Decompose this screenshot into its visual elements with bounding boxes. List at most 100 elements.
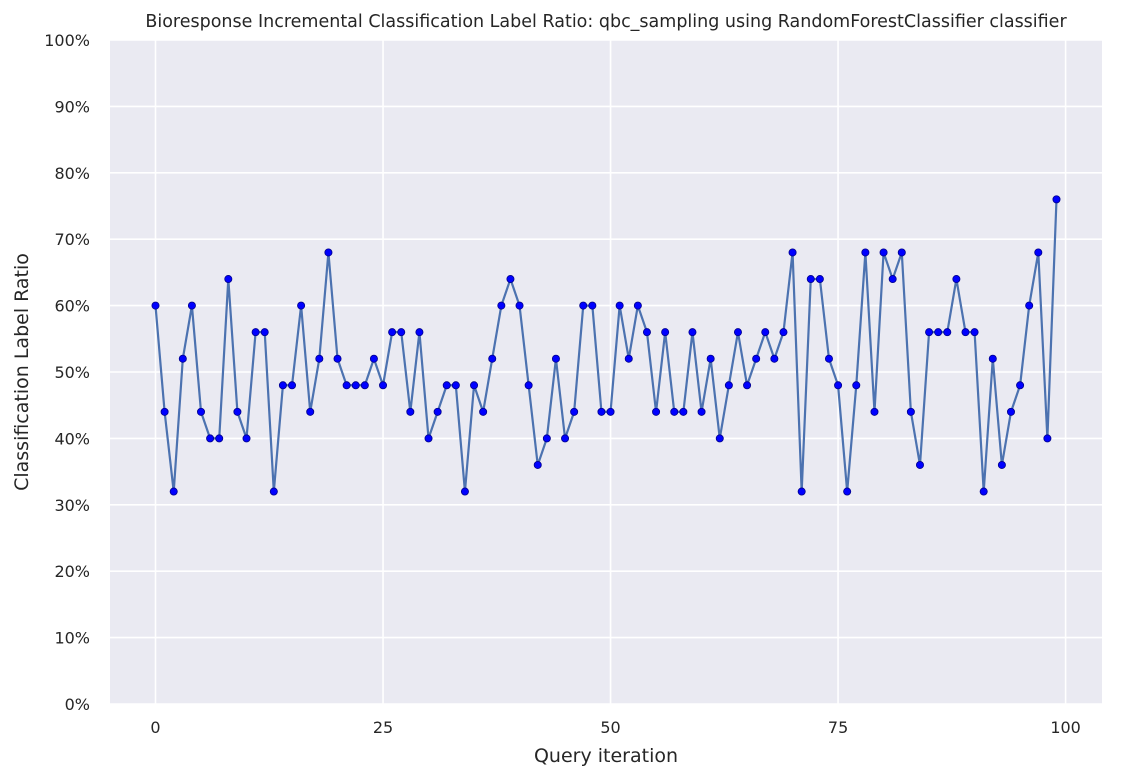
- y-tick-label: 50%: [54, 363, 90, 382]
- data-point: [533, 460, 542, 469]
- data-point: [688, 328, 697, 337]
- data-point: [288, 381, 297, 390]
- data-point: [761, 328, 770, 337]
- x-axis-label: Query iteration: [534, 745, 678, 767]
- data-point: [460, 487, 469, 496]
- data-point: [788, 248, 797, 257]
- data-point: [642, 328, 651, 337]
- data-point: [743, 381, 752, 390]
- data-point: [333, 354, 342, 363]
- data-point: [342, 381, 351, 390]
- x-tick-label: 100: [1050, 718, 1081, 737]
- data-point: [570, 407, 579, 416]
- data-point: [906, 407, 915, 416]
- data-point: [579, 301, 588, 310]
- y-tick-label: 90%: [54, 97, 90, 116]
- data-point: [779, 328, 788, 337]
- series-line: [154, 199, 1058, 493]
- data-point: [752, 354, 761, 363]
- data-point: [488, 354, 497, 363]
- data-point: [588, 301, 597, 310]
- data-point: [879, 248, 888, 257]
- x-axis-ticks: 0 25 50 75 100: [150, 718, 1080, 737]
- chart-title: Bioresponse Incremental Classification L…: [145, 12, 1067, 32]
- data-point: [1043, 434, 1052, 443]
- data-point: [388, 328, 397, 337]
- data-point: [379, 381, 388, 390]
- y-tick-label: 40%: [54, 429, 90, 448]
- series: [154, 199, 1058, 493]
- data-point: [224, 275, 233, 284]
- data-point: [415, 328, 424, 337]
- data-point: [324, 248, 333, 257]
- data-point: [297, 301, 306, 310]
- data-point: [624, 354, 633, 363]
- data-point: [988, 354, 997, 363]
- data-point: [397, 328, 406, 337]
- y-axis-label: Classification Label Ratio: [11, 253, 33, 491]
- y-tick-label: 70%: [54, 230, 90, 249]
- data-point: [1016, 381, 1025, 390]
- data-point: [369, 354, 378, 363]
- y-tick-label: 80%: [54, 164, 90, 183]
- data-point: [251, 328, 260, 337]
- data-point: [233, 407, 242, 416]
- data-point: [433, 407, 442, 416]
- data-point: [870, 407, 879, 416]
- data-point: [497, 301, 506, 310]
- data-point: [515, 301, 524, 310]
- data-point: [915, 460, 924, 469]
- data-point: [979, 487, 988, 496]
- data-point: [315, 354, 324, 363]
- x-tick-label: 75: [828, 718, 848, 737]
- data-point: [1006, 407, 1015, 416]
- data-point: [670, 407, 679, 416]
- data-point: [470, 381, 479, 390]
- data-point: [1052, 195, 1061, 204]
- data-point: [169, 487, 178, 496]
- data-point: [506, 275, 515, 284]
- data-point: [661, 328, 670, 337]
- data-point: [615, 301, 624, 310]
- data-point: [970, 328, 979, 337]
- y-tick-label: 10%: [54, 629, 90, 648]
- y-tick-label: 30%: [54, 496, 90, 515]
- data-point: [697, 407, 706, 416]
- y-tick-label: 20%: [54, 562, 90, 581]
- data-point: [679, 407, 688, 416]
- data-point: [897, 248, 906, 257]
- data-point: [852, 381, 861, 390]
- data-point: [451, 381, 460, 390]
- y-tick-label: 60%: [54, 297, 90, 316]
- markers: [151, 195, 1061, 496]
- data-point: [551, 354, 560, 363]
- data-point: [824, 354, 833, 363]
- y-axis-ticks: 0% 10% 20% 30% 40% 50% 60% 70% 80% 90% 100%: [44, 31, 90, 714]
- data-point: [961, 328, 970, 337]
- data-point: [861, 248, 870, 257]
- data-point: [269, 487, 278, 496]
- data-point: [215, 434, 224, 443]
- data-point: [815, 275, 824, 284]
- data-point: [724, 381, 733, 390]
- data-point: [834, 381, 843, 390]
- data-point: [925, 328, 934, 337]
- grid: [110, 39, 1102, 705]
- y-tick-label: 100%: [44, 31, 90, 50]
- data-point: [733, 328, 742, 337]
- data-point: [197, 407, 206, 416]
- data-point: [797, 487, 806, 496]
- data-point: [406, 407, 415, 416]
- data-point: [424, 434, 433, 443]
- data-point: [715, 434, 724, 443]
- data-point: [351, 381, 360, 390]
- data-point: [479, 407, 488, 416]
- data-point: [524, 381, 533, 390]
- data-point: [278, 381, 287, 390]
- x-tick-label: 50: [600, 718, 620, 737]
- data-point: [997, 460, 1006, 469]
- data-point: [442, 381, 451, 390]
- data-point: [606, 407, 615, 416]
- data-point: [151, 301, 160, 310]
